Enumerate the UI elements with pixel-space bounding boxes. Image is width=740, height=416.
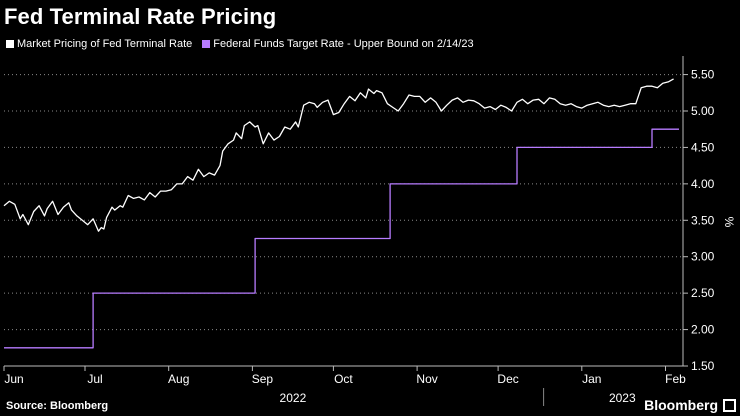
x-tick-label: Jun: [4, 372, 23, 386]
x-tick-label: Dec: [497, 372, 518, 386]
bloomberg-logo-text: Bloomberg: [644, 397, 718, 413]
chart-legend: Market Pricing of Fed Terminal Rate Fede…: [6, 38, 484, 50]
y-tick-label: 2.50: [691, 286, 715, 300]
series-line-market-pricing: [3, 78, 674, 232]
x-tick-label: Jul: [87, 372, 102, 386]
x-tick-label: Oct: [334, 372, 353, 386]
y-tick-label: 4.00: [691, 177, 715, 191]
x-year-label: 2023: [609, 391, 636, 405]
source-note: Source: Bloomberg: [6, 400, 109, 412]
x-tick-label: Jan: [582, 372, 601, 386]
legend-swatch-market-pricing: [6, 40, 14, 48]
y-tick-label: 1.50: [691, 359, 715, 373]
x-tick-label: Feb: [665, 372, 686, 386]
y-tick-label: 2.00: [691, 323, 715, 337]
legend-swatch-fed-funds: [202, 40, 211, 48]
y-tick-label: 4.50: [691, 140, 715, 154]
x-tick-label: Sep: [252, 372, 274, 386]
x-year-label: 2022: [280, 391, 307, 405]
legend-label-fed-funds: Federal Funds Target Rate - Upper Bound …: [213, 38, 474, 50]
series-line-fed-funds-rate: [4, 128, 679, 349]
legend-label-market-pricing: Market Pricing of Fed Terminal Rate: [17, 38, 193, 50]
bloomberg-logo-icon: [723, 399, 736, 412]
y-tick-label: 3.50: [691, 213, 715, 227]
x-tick-label: Nov: [416, 372, 437, 386]
legend-item-fed-funds: Federal Funds Target Rate - Upper Bound …: [202, 38, 474, 50]
chart-title: Fed Terminal Rate Pricing: [4, 4, 277, 29]
y-tick-label: 3.00: [691, 250, 715, 264]
legend-item-market-pricing: Market Pricing of Fed Terminal Rate: [6, 38, 192, 50]
y-axis-unit-label: %: [722, 217, 736, 228]
y-tick-label: 5.50: [691, 68, 715, 82]
x-tick-label: Aug: [168, 372, 189, 386]
y-tick-label: 5.00: [691, 104, 715, 118]
